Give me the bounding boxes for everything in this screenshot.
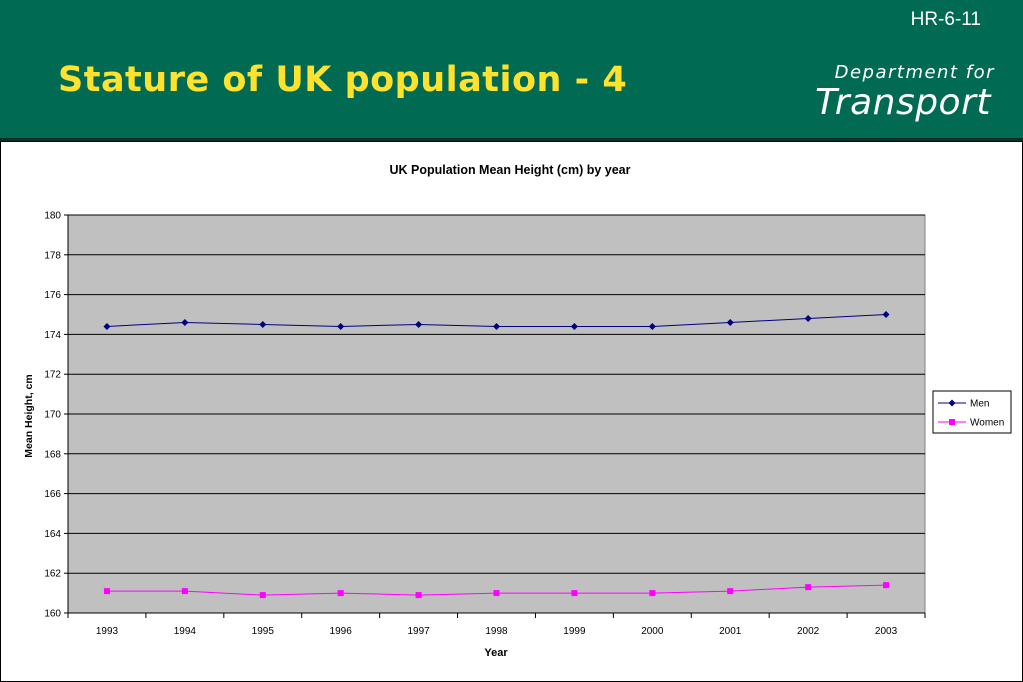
- data-point-men: [726, 318, 734, 326]
- x-tick-label: 2001: [719, 626, 742, 637]
- data-point-men: [337, 322, 345, 330]
- legend-label-women: Women: [970, 418, 1004, 429]
- chart-legend: Men Women: [932, 390, 1012, 434]
- y-tick-label: 172: [44, 370, 61, 381]
- legend-label-men: Men: [970, 399, 989, 410]
- x-tick-label: 1997: [407, 626, 430, 637]
- x-tick-label: 1996: [330, 626, 353, 637]
- x-tick-label: 1994: [174, 626, 197, 637]
- x-tick-label: 1999: [563, 626, 586, 637]
- y-tick-label: 180: [44, 211, 61, 222]
- y-tick-label: 162: [44, 569, 61, 580]
- header-divider: [0, 138, 1023, 141]
- data-point-men: [493, 322, 500, 330]
- data-point-women: [259, 592, 266, 599]
- y-tick-label: 170: [44, 410, 61, 421]
- chart-title: UK Population Mean Height (cm) by year: [389, 163, 630, 177]
- data-point-women: [493, 590, 500, 597]
- data-point-women: [337, 590, 344, 597]
- x-tick-label: 1998: [485, 626, 508, 637]
- logo-line-1: Department for: [834, 62, 995, 83]
- y-tick-label: 164: [44, 529, 61, 540]
- series-men: [103, 311, 890, 330]
- x-axis-label: Year: [484, 647, 508, 659]
- y-axis-ticks: 160 162 164 166 168 170 172 174 176 178 180: [44, 211, 68, 620]
- data-point-men: [259, 320, 267, 328]
- x-tick-label: 1993: [96, 626, 119, 637]
- slide-code: HR-6-11: [910, 9, 981, 30]
- y-tick-label: 176: [44, 290, 61, 301]
- gridlines: [68, 214, 925, 574]
- y-tick-label: 168: [44, 449, 61, 460]
- y-tick-label: 178: [44, 250, 61, 261]
- legend-marker-men: [948, 399, 956, 407]
- logo-line-2: Transport: [815, 82, 991, 123]
- series-women: [103, 582, 890, 599]
- x-axis-ticks: 1993 1994 1995 1996 1997 1998 1999 2000 2001 2002…: [67, 215, 926, 637]
- x-tick-label: 2002: [797, 626, 820, 637]
- data-point-women: [415, 592, 422, 599]
- data-point-men: [804, 314, 812, 322]
- height-line-chart: UK Population Mean Height (cm) by year 1…: [23, 163, 1012, 659]
- slide-title: Stature of UK population - 4: [58, 60, 628, 100]
- y-tick-label: 166: [44, 489, 61, 500]
- department-for-transport-logo: Department for Transport: [795, 63, 995, 127]
- data-point-men: [181, 318, 189, 326]
- y-axis-label: Mean Height, cm: [23, 374, 35, 457]
- y-tick-label: 174: [44, 330, 61, 341]
- data-point-men: [648, 322, 656, 330]
- data-point-women: [571, 590, 578, 597]
- data-point-women: [181, 588, 188, 595]
- x-tick-label: 2000: [641, 626, 664, 637]
- data-point-men: [570, 322, 578, 330]
- data-point-women: [883, 582, 890, 589]
- data-point-women: [727, 588, 734, 595]
- series-layer: [103, 311, 890, 599]
- legend-box: [932, 390, 1012, 434]
- data-point-women: [649, 590, 656, 597]
- data-point-men: [415, 320, 423, 328]
- data-point-women: [103, 588, 110, 595]
- x-tick-label: 2003: [875, 626, 898, 637]
- x-tick-label: 1995: [252, 626, 275, 637]
- y-tick-label: 160: [44, 609, 61, 620]
- slide-header: HR-6-11 Stature of UK population - 4 Dep…: [0, 0, 1023, 138]
- data-point-men: [103, 322, 111, 330]
- legend-marker-women: [949, 419, 955, 425]
- data-point-men: [882, 311, 890, 318]
- data-point-women: [805, 584, 812, 591]
